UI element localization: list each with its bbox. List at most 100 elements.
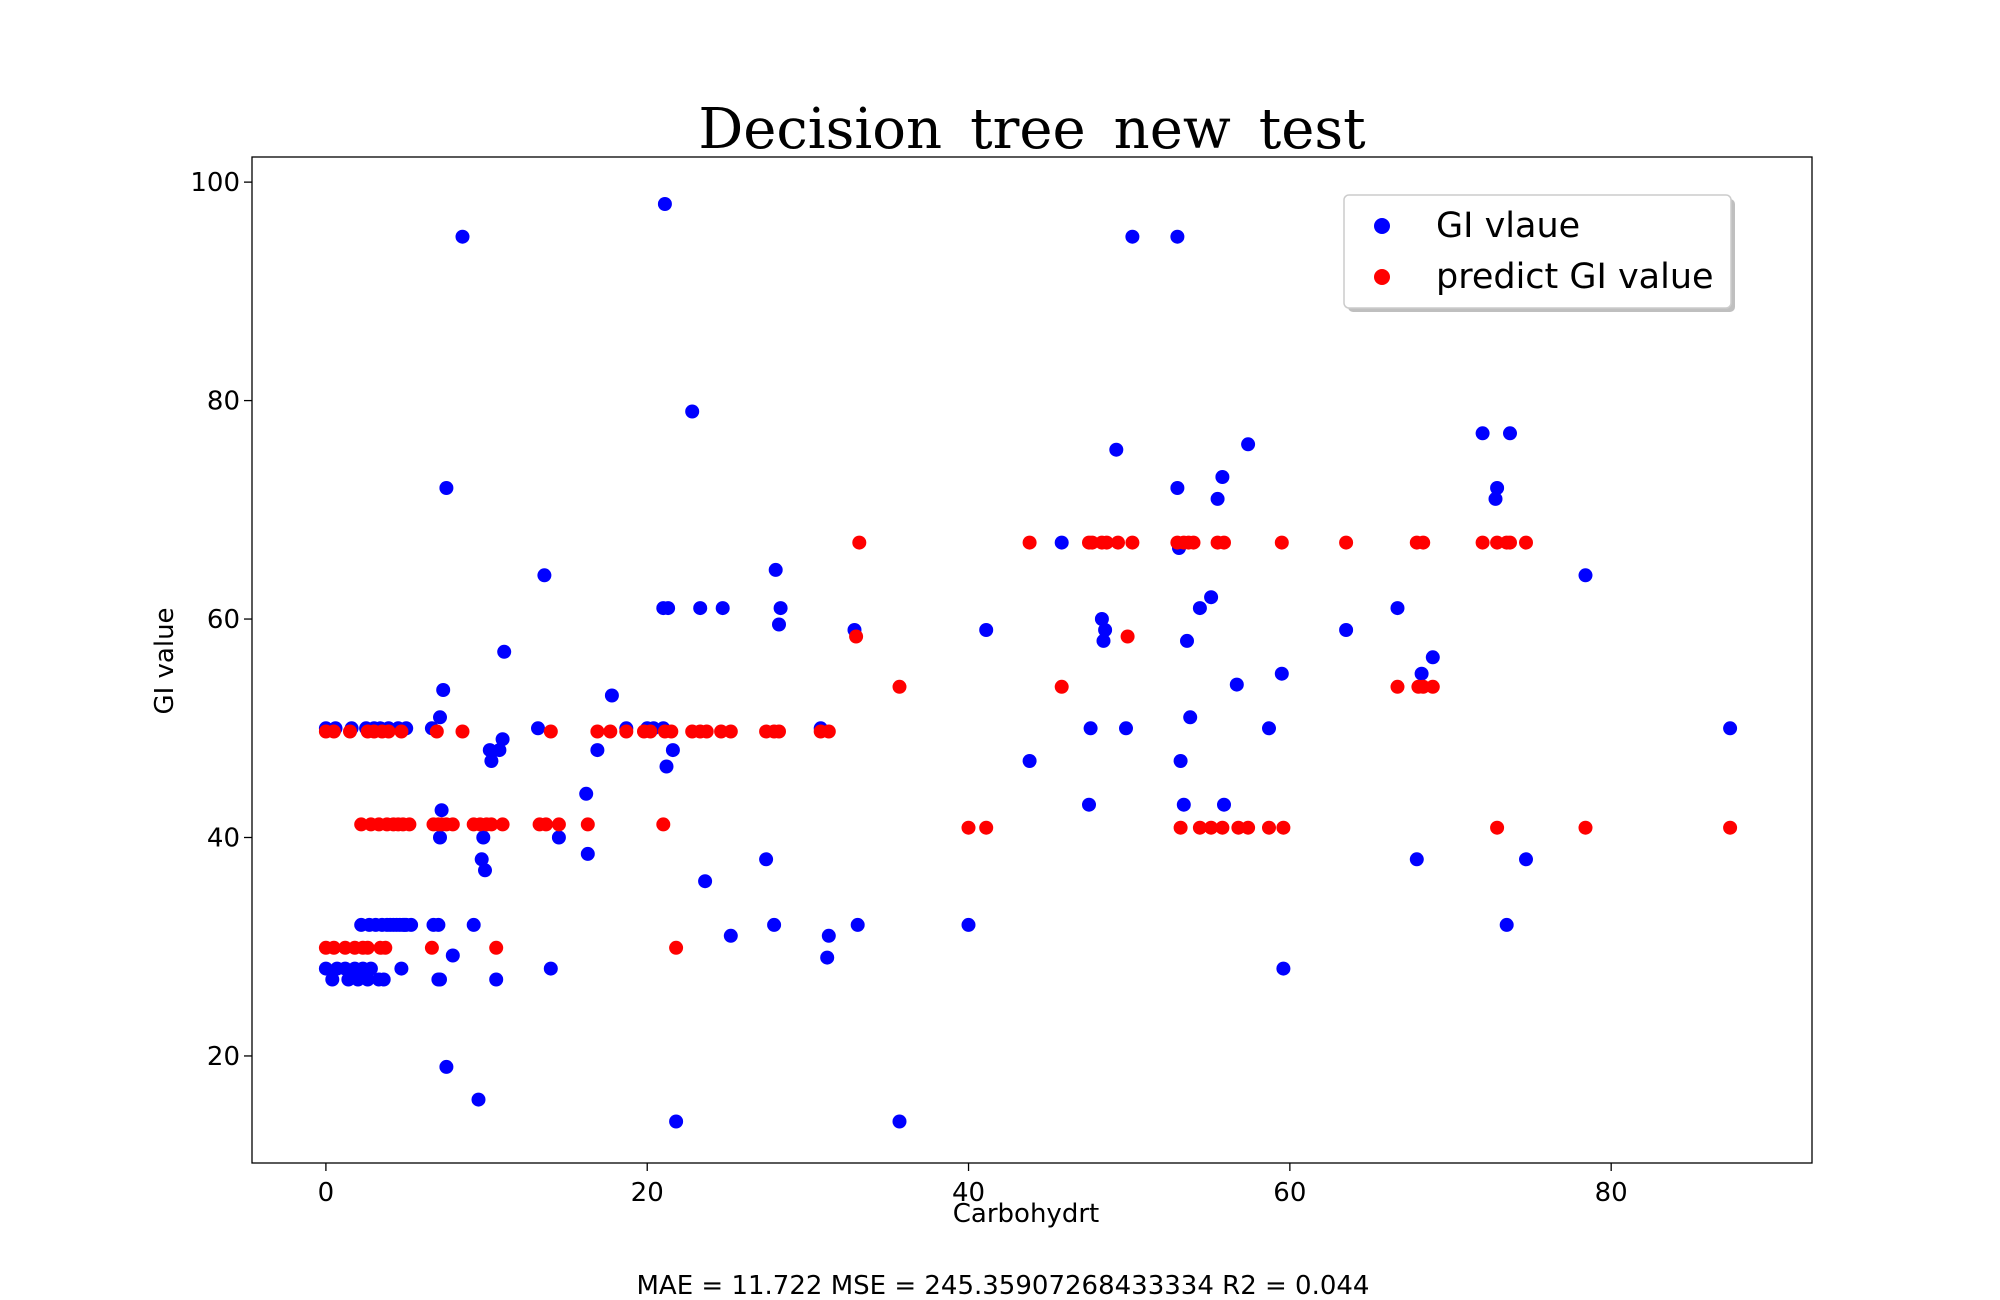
- data-point: [476, 830, 491, 845]
- data-point: [1125, 229, 1140, 244]
- data-point: [363, 961, 378, 976]
- data-point: [466, 917, 481, 932]
- data-point: [404, 917, 419, 932]
- data-point: [604, 688, 619, 703]
- data-point: [431, 917, 446, 932]
- metrics-text: MAE = 11.722 MSE = 245.35907268433334 R2…: [637, 1271, 1370, 1300]
- legend: GI vlaue predict GI value: [1343, 194, 1735, 312]
- data-point: [979, 623, 994, 637]
- data-point: [360, 972, 375, 987]
- data-point: [495, 817, 510, 832]
- data-point: [821, 928, 836, 943]
- data-point: [1173, 754, 1188, 768]
- data-point: [1339, 535, 1354, 550]
- data-point: [1083, 721, 1098, 736]
- data-point: [489, 972, 504, 987]
- data-point: [325, 972, 340, 987]
- data-point: [1425, 650, 1440, 665]
- data-point: [1409, 852, 1424, 867]
- data-point: [772, 724, 786, 739]
- data-point: [489, 940, 504, 955]
- data-point: [1022, 535, 1037, 550]
- data-point: [580, 846, 595, 861]
- data-point: [723, 724, 738, 739]
- data-point: [1099, 535, 1114, 550]
- data-point: [434, 803, 449, 818]
- data-point: [1723, 721, 1738, 736]
- data-point: [1231, 820, 1246, 835]
- data-point: [1054, 679, 1069, 694]
- data-point: [484, 817, 499, 832]
- data-point: [1054, 535, 1069, 550]
- data-point: [394, 961, 409, 976]
- data-point: [551, 817, 566, 832]
- data-point: [318, 961, 333, 976]
- data-point: [1210, 491, 1225, 506]
- data-point: [439, 481, 454, 495]
- data-point: [1125, 535, 1140, 550]
- data-point: [1119, 721, 1133, 736]
- data-point: [849, 629, 864, 644]
- data-point: [892, 679, 907, 694]
- data-point: [455, 229, 470, 244]
- data-point: [821, 724, 836, 739]
- data-point: [495, 732, 510, 747]
- data-point: [341, 972, 356, 987]
- data-point: [497, 644, 512, 659]
- data-point: [669, 1114, 684, 1129]
- data-point: [1262, 721, 1276, 736]
- data-point: [961, 820, 976, 835]
- data-point: [767, 917, 782, 932]
- data-point: [1475, 535, 1490, 550]
- data-point: [1096, 633, 1111, 648]
- data-point: [1204, 590, 1219, 605]
- data-point: [1339, 623, 1354, 637]
- data-point: [1241, 820, 1256, 835]
- data-point: [852, 535, 867, 550]
- data-point: [1204, 820, 1219, 835]
- data-point: [394, 724, 409, 739]
- data-point: [1490, 820, 1505, 835]
- data-point: [979, 820, 994, 835]
- data-point: [326, 724, 341, 739]
- data-point: [455, 724, 470, 739]
- x-axis-label: Carbohydrt: [953, 1199, 1099, 1229]
- data-point: [579, 786, 594, 801]
- data-point: [1416, 679, 1431, 694]
- data-point: [531, 721, 545, 736]
- data-point: [1488, 491, 1503, 506]
- data-point: [338, 940, 353, 955]
- data-point: [1176, 797, 1191, 812]
- data-point: [1519, 535, 1533, 550]
- data-point: [664, 724, 679, 739]
- y-tick-label: 100: [190, 168, 240, 198]
- data-point: [474, 852, 489, 867]
- data-point: [1490, 481, 1505, 495]
- plot-area: [252, 157, 1812, 1163]
- data-point: [1276, 961, 1291, 976]
- data-point: [850, 917, 865, 932]
- data-point: [619, 724, 634, 739]
- data-point: [402, 817, 417, 832]
- data-point: [1217, 797, 1231, 812]
- data-point: [759, 852, 774, 867]
- data-point: [1229, 677, 1244, 692]
- plot-frame: [251, 156, 1813, 1164]
- data-point: [714, 724, 729, 739]
- data-point: [698, 874, 713, 889]
- data-point: [685, 404, 700, 419]
- data-point: [669, 940, 684, 955]
- data-point: [1085, 535, 1100, 550]
- x-tick-label: 60: [1273, 1178, 1306, 1208]
- data-point: [354, 817, 369, 832]
- data-point: [773, 601, 788, 616]
- data-point: [1170, 481, 1185, 495]
- data-point: [1180, 633, 1194, 648]
- legend-marker-gi-value: [1374, 218, 1390, 234]
- data-point: [436, 683, 451, 697]
- data-point: [1416, 535, 1431, 550]
- data-point: [1192, 820, 1207, 835]
- data-point: [378, 940, 393, 955]
- data-point: [1192, 601, 1207, 616]
- data-point: [433, 710, 447, 725]
